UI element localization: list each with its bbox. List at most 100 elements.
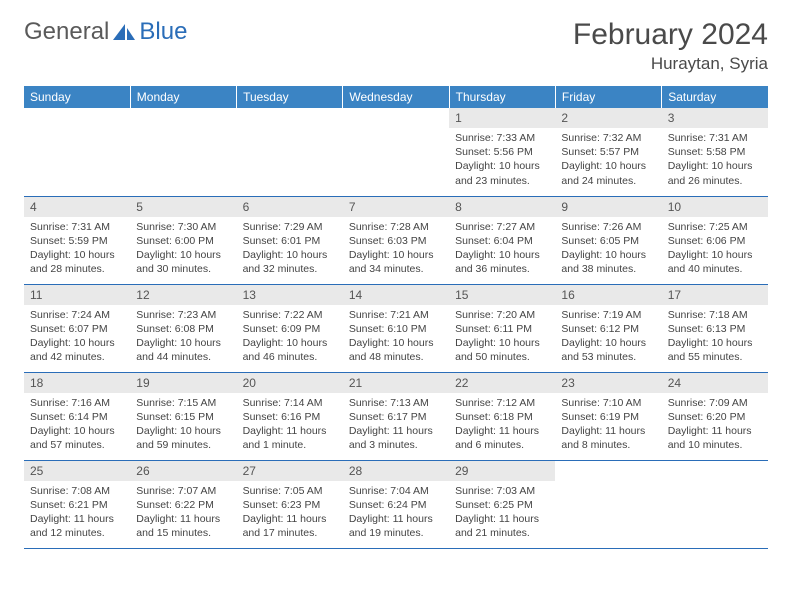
daylight-text: Daylight: 11 hours and 6 minutes. — [455, 424, 549, 452]
day-data: Sunrise: 7:22 AMSunset: 6:09 PMDaylight:… — [237, 305, 343, 371]
calendar-day-cell: 13Sunrise: 7:22 AMSunset: 6:09 PMDayligh… — [237, 284, 343, 372]
day-data: Sunrise: 7:30 AMSunset: 6:00 PMDaylight:… — [130, 217, 236, 283]
sunrise-text: Sunrise: 7:23 AM — [136, 308, 230, 322]
sunrise-text: Sunrise: 7:26 AM — [561, 220, 655, 234]
title-block: February 2024 Huraytan, Syria — [573, 18, 768, 74]
daylight-text: Daylight: 11 hours and 8 minutes. — [561, 424, 655, 452]
sunrise-text: Sunrise: 7:27 AM — [455, 220, 549, 234]
weekday-header: Sunday — [24, 86, 130, 108]
calendar-day-cell: 10Sunrise: 7:25 AMSunset: 6:06 PMDayligh… — [662, 196, 768, 284]
day-data: Sunrise: 7:16 AMSunset: 6:14 PMDaylight:… — [24, 393, 130, 459]
daylight-text: Daylight: 10 hours and 53 minutes. — [561, 336, 655, 364]
day-data: Sunrise: 7:07 AMSunset: 6:22 PMDaylight:… — [130, 481, 236, 547]
sunset-text: Sunset: 6:01 PM — [243, 234, 337, 248]
sunrise-text: Sunrise: 7:10 AM — [561, 396, 655, 410]
calendar-day-cell: 11Sunrise: 7:24 AMSunset: 6:07 PMDayligh… — [24, 284, 130, 372]
sunset-text: Sunset: 6:23 PM — [243, 498, 337, 512]
daylight-text: Daylight: 11 hours and 1 minute. — [243, 424, 337, 452]
daylight-text: Daylight: 10 hours and 57 minutes. — [30, 424, 124, 452]
calendar-day-cell: 2Sunrise: 7:32 AMSunset: 5:57 PMDaylight… — [555, 108, 661, 196]
day-data: Sunrise: 7:14 AMSunset: 6:16 PMDaylight:… — [237, 393, 343, 459]
daylight-text: Daylight: 10 hours and 42 minutes. — [30, 336, 124, 364]
sunrise-text: Sunrise: 7:33 AM — [455, 131, 549, 145]
calendar-day-cell — [343, 108, 449, 196]
daylight-text: Daylight: 10 hours and 55 minutes. — [668, 336, 762, 364]
sunrise-text: Sunrise: 7:04 AM — [349, 484, 443, 498]
daylight-text: Daylight: 11 hours and 17 minutes. — [243, 512, 337, 540]
day-number: 15 — [449, 285, 555, 305]
calendar-day-cell: 4Sunrise: 7:31 AMSunset: 5:59 PMDaylight… — [24, 196, 130, 284]
month-title: February 2024 — [573, 18, 768, 52]
daylight-text: Daylight: 11 hours and 3 minutes. — [349, 424, 443, 452]
day-data: Sunrise: 7:25 AMSunset: 6:06 PMDaylight:… — [662, 217, 768, 283]
weekday-header: Friday — [555, 86, 661, 108]
sunset-text: Sunset: 6:06 PM — [668, 234, 762, 248]
day-data: Sunrise: 7:27 AMSunset: 6:04 PMDaylight:… — [449, 217, 555, 283]
sunset-text: Sunset: 5:56 PM — [455, 145, 549, 159]
day-number: 1 — [449, 108, 555, 128]
calendar-week: 18Sunrise: 7:16 AMSunset: 6:14 PMDayligh… — [24, 372, 768, 460]
sunrise-text: Sunrise: 7:30 AM — [136, 220, 230, 234]
calendar-day-cell: 26Sunrise: 7:07 AMSunset: 6:22 PMDayligh… — [130, 460, 236, 548]
day-number: 3 — [662, 108, 768, 128]
day-number: 5 — [130, 197, 236, 217]
daylight-text: Daylight: 10 hours and 59 minutes. — [136, 424, 230, 452]
sail-icon — [111, 22, 137, 42]
calendar-day-cell: 5Sunrise: 7:30 AMSunset: 6:00 PMDaylight… — [130, 196, 236, 284]
daylight-text: Daylight: 11 hours and 19 minutes. — [349, 512, 443, 540]
day-number: 28 — [343, 461, 449, 481]
calendar-week: 11Sunrise: 7:24 AMSunset: 6:07 PMDayligh… — [24, 284, 768, 372]
calendar-day-cell — [555, 460, 661, 548]
sunset-text: Sunset: 6:15 PM — [136, 410, 230, 424]
day-number: 6 — [237, 197, 343, 217]
day-data: Sunrise: 7:10 AMSunset: 6:19 PMDaylight:… — [555, 393, 661, 459]
daylight-text: Daylight: 10 hours and 48 minutes. — [349, 336, 443, 364]
day-data: Sunrise: 7:04 AMSunset: 6:24 PMDaylight:… — [343, 481, 449, 547]
day-number: 8 — [449, 197, 555, 217]
day-data: Sunrise: 7:08 AMSunset: 6:21 PMDaylight:… — [24, 481, 130, 547]
day-data: Sunrise: 7:21 AMSunset: 6:10 PMDaylight:… — [343, 305, 449, 371]
sunrise-text: Sunrise: 7:19 AM — [561, 308, 655, 322]
daylight-text: Daylight: 10 hours and 44 minutes. — [136, 336, 230, 364]
sunrise-text: Sunrise: 7:18 AM — [668, 308, 762, 322]
weekday-header: Tuesday — [237, 86, 343, 108]
sunset-text: Sunset: 5:58 PM — [668, 145, 762, 159]
calendar-head: SundayMondayTuesdayWednesdayThursdayFrid… — [24, 86, 768, 108]
sunrise-text: Sunrise: 7:16 AM — [30, 396, 124, 410]
day-data: Sunrise: 7:28 AMSunset: 6:03 PMDaylight:… — [343, 217, 449, 283]
calendar-day-cell: 28Sunrise: 7:04 AMSunset: 6:24 PMDayligh… — [343, 460, 449, 548]
day-data: Sunrise: 7:03 AMSunset: 6:25 PMDaylight:… — [449, 481, 555, 547]
day-number: 22 — [449, 373, 555, 393]
sunrise-text: Sunrise: 7:07 AM — [136, 484, 230, 498]
brand-part2: Blue — [139, 18, 187, 46]
daylight-text: Daylight: 10 hours and 38 minutes. — [561, 248, 655, 276]
daylight-text: Daylight: 10 hours and 50 minutes. — [455, 336, 549, 364]
day-number: 17 — [662, 285, 768, 305]
daylight-text: Daylight: 10 hours and 30 minutes. — [136, 248, 230, 276]
sunrise-text: Sunrise: 7:28 AM — [349, 220, 443, 234]
calendar-day-cell: 7Sunrise: 7:28 AMSunset: 6:03 PMDaylight… — [343, 196, 449, 284]
sunrise-text: Sunrise: 7:31 AM — [30, 220, 124, 234]
brand-logo: General Blue — [24, 18, 187, 46]
calendar-day-cell: 18Sunrise: 7:16 AMSunset: 6:14 PMDayligh… — [24, 372, 130, 460]
day-data: Sunrise: 7:18 AMSunset: 6:13 PMDaylight:… — [662, 305, 768, 371]
day-number: 18 — [24, 373, 130, 393]
calendar-day-cell: 3Sunrise: 7:31 AMSunset: 5:58 PMDaylight… — [662, 108, 768, 196]
calendar-week: 4Sunrise: 7:31 AMSunset: 5:59 PMDaylight… — [24, 196, 768, 284]
sunrise-text: Sunrise: 7:03 AM — [455, 484, 549, 498]
sunset-text: Sunset: 6:14 PM — [30, 410, 124, 424]
calendar-day-cell: 14Sunrise: 7:21 AMSunset: 6:10 PMDayligh… — [343, 284, 449, 372]
sunrise-text: Sunrise: 7:15 AM — [136, 396, 230, 410]
calendar-day-cell: 22Sunrise: 7:12 AMSunset: 6:18 PMDayligh… — [449, 372, 555, 460]
day-number: 10 — [662, 197, 768, 217]
sunrise-text: Sunrise: 7:31 AM — [668, 131, 762, 145]
sunrise-text: Sunrise: 7:08 AM — [30, 484, 124, 498]
calendar-day-cell: 17Sunrise: 7:18 AMSunset: 6:13 PMDayligh… — [662, 284, 768, 372]
calendar-day-cell: 24Sunrise: 7:09 AMSunset: 6:20 PMDayligh… — [662, 372, 768, 460]
day-data: Sunrise: 7:32 AMSunset: 5:57 PMDaylight:… — [555, 128, 661, 194]
day-number: 19 — [130, 373, 236, 393]
day-data: Sunrise: 7:09 AMSunset: 6:20 PMDaylight:… — [662, 393, 768, 459]
calendar-week: 25Sunrise: 7:08 AMSunset: 6:21 PMDayligh… — [24, 460, 768, 548]
calendar-day-cell: 16Sunrise: 7:19 AMSunset: 6:12 PMDayligh… — [555, 284, 661, 372]
day-number: 21 — [343, 373, 449, 393]
